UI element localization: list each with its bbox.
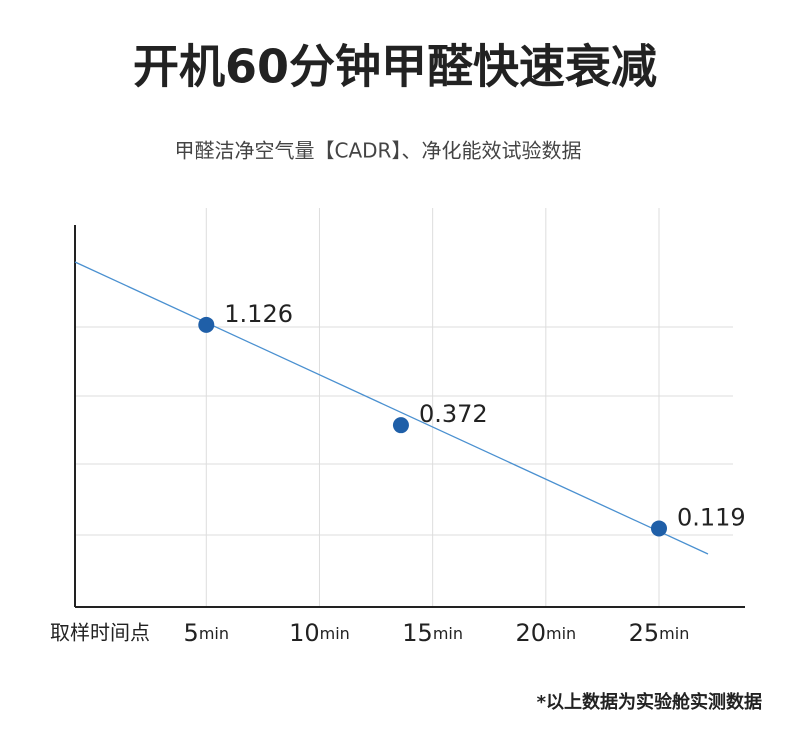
data-label: 1.126 [224,300,293,328]
data-label: 0.372 [419,400,488,428]
x-tick-label: 15min [402,619,463,647]
x-tick-value: 15 [402,619,433,647]
data-point [198,316,215,333]
footnote: *以上数据为实验舱实测数据 [537,691,762,713]
data-point [392,417,409,434]
x-tick-label: 25min [629,619,690,647]
x-tick-value: 25 [629,619,660,647]
plot: 1.126 0.372 0.119 [198,300,746,537]
x-tick-unit: min [659,624,689,643]
horizontal-guides [75,326,733,536]
trend-line [74,261,709,555]
x-tick-label: 5min [184,619,229,647]
x-tick-label: 20min [515,619,576,647]
x-tick-label: 10min [289,619,350,647]
data-label: 0.119 [677,503,746,531]
x-tick-value: 10 [289,619,320,647]
x-axis-label: 取样时间点 [50,621,150,645]
x-tick-unit: min [546,624,576,643]
chart-title: 开机60分钟甲醛快速衰减 [133,40,657,94]
x-tick-unit: min [320,624,350,643]
x-tick-value: 5 [184,619,199,647]
x-tick-unit: min [199,624,229,643]
chart-subtitle: 甲醛洁净空气量【CADR】、净化能效试验数据 [175,139,582,163]
x-tick-unit: min [433,624,463,643]
grid [205,208,660,607]
x-tick-value: 20 [515,619,546,647]
data-point [650,520,667,537]
